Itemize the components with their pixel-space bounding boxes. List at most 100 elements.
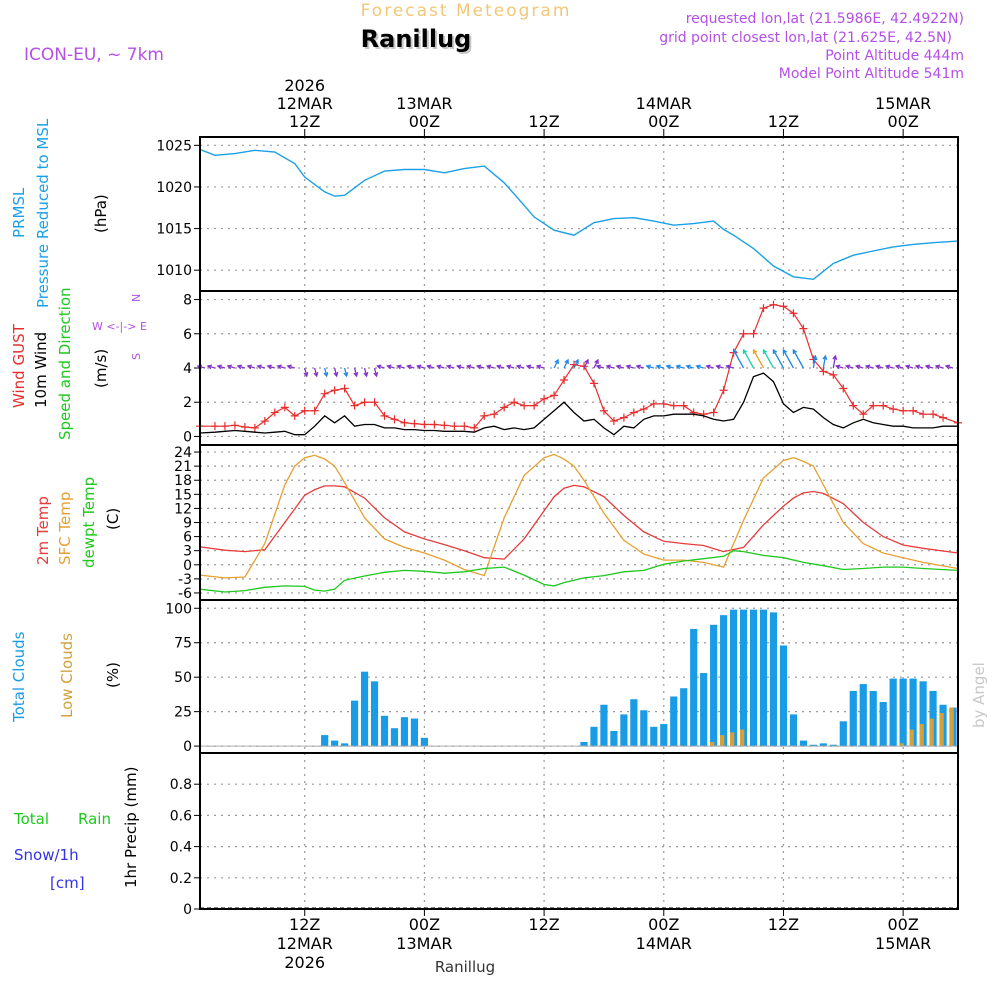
panel-wind: 0 2 4 6 8 <box>183 290 962 446</box>
wind-direction-arrow-head <box>286 364 292 370</box>
label-pressure-msl: Pressure Reduced to MSL <box>34 118 52 308</box>
label-speed-direction: Speed and Direction <box>56 287 74 440</box>
total-clouds-bar <box>869 690 877 747</box>
ytick-label-temperature-5: 9 <box>183 516 192 532</box>
wind-direction-arrow-head <box>256 364 262 370</box>
wind-direction-arrow-head <box>625 364 631 370</box>
gust-marker <box>390 415 399 424</box>
label-wind-gust: Wind GUST <box>10 323 28 408</box>
gust-marker <box>210 422 219 431</box>
wind-direction-arrow-head <box>782 348 788 355</box>
gust-marker <box>250 423 259 432</box>
total-clouds-bar <box>331 740 339 747</box>
total-clouds-bar <box>321 735 329 747</box>
total-clouds-bar <box>630 699 638 747</box>
low-clouds-bar <box>909 729 914 747</box>
total-clouds-bar <box>799 740 807 747</box>
ytick-label-temperature-6: 12 <box>174 501 192 517</box>
wind-direction-arrow-head <box>226 364 232 370</box>
ytick-label-clouds-4: 100 <box>165 601 192 617</box>
total-clouds-bar <box>680 688 688 747</box>
total-clouds-bar <box>640 710 648 747</box>
gust-marker <box>330 386 339 395</box>
wind-direction-arrow-head <box>924 364 931 370</box>
series-wind-line <box>199 372 958 436</box>
gust-marker <box>789 309 798 318</box>
credit-text: by Angel <box>970 662 988 728</box>
gust-marker <box>370 398 379 407</box>
total-clouds-bar <box>600 704 608 747</box>
gust-marker <box>240 423 249 432</box>
ytick-label-clouds-3: 75 <box>174 636 192 652</box>
series-dewpt-line <box>199 550 959 593</box>
low-clouds-bar <box>949 707 954 747</box>
total-clouds-bar <box>720 615 728 747</box>
gust-marker <box>749 329 758 338</box>
total-clouds-bar <box>849 690 857 747</box>
total-clouds-bar <box>859 684 867 747</box>
gust-marker <box>839 384 848 393</box>
wind-direction-arrow-head <box>455 364 462 370</box>
time-label-bottom: 12Z <box>289 915 320 934</box>
total-clouds-bar <box>730 609 738 747</box>
gust-marker <box>360 398 369 407</box>
gust-marker <box>869 401 878 410</box>
panel-frame-pressure <box>199 136 959 292</box>
requested-coords: requested lon,lat (21.5986E, 42.4922N) <box>686 11 964 27</box>
wind-direction-arrow-head <box>373 371 379 378</box>
ytick-label-wind-3: 6 <box>183 327 192 343</box>
wind-direction-arrow <box>343 367 348 377</box>
total-clouds-bar <box>879 702 887 747</box>
gust-marker <box>470 423 479 432</box>
time-label-top: 15MAR <box>875 94 931 113</box>
wind-direction-arrow-head <box>864 364 871 370</box>
total-clouds-bar <box>420 737 428 747</box>
wind-direction-arrow-head <box>465 364 472 370</box>
wind-direction-arrow-head <box>303 371 309 378</box>
gust-marker <box>430 420 439 429</box>
ytick-label-temperature-2: 0 <box>183 558 192 574</box>
ytick-label-wind-4: 8 <box>183 293 192 309</box>
ytick-label-wind-1: 2 <box>183 395 192 411</box>
gust-marker <box>270 408 279 417</box>
wind-direction-arrow <box>772 349 785 369</box>
wind-direction-arrow-head <box>515 364 522 370</box>
wind-direction-arrow-head <box>535 364 542 370</box>
wind-direction-arrow-head <box>426 364 432 370</box>
label-ms: (m/s) <box>92 349 110 388</box>
panel-frame-precipitation <box>199 752 959 910</box>
total-clouds-bar <box>650 726 658 747</box>
wind-direction-arrow-head <box>525 364 532 370</box>
wind-direction-arrow <box>593 359 599 369</box>
wind-direction-arrow-head <box>822 354 828 360</box>
time-label-top: 12Z <box>289 112 320 131</box>
gust-marker <box>340 384 349 393</box>
label-precip-unit: 1hr Precip (mm) <box>122 767 140 888</box>
wind-direction-arrow-head <box>353 371 359 378</box>
label-low-clouds: Low Clouds <box>58 633 76 718</box>
gust-marker <box>779 302 788 311</box>
ytick-label-temperature-8: 18 <box>174 473 192 489</box>
low-clouds-bar <box>720 735 725 747</box>
wind-direction-arrow-head <box>762 348 768 355</box>
low-clouds-bar <box>710 741 715 747</box>
total-clouds-bar <box>690 628 698 747</box>
wind-direction-arrow-head <box>236 364 242 370</box>
total-clouds-bar <box>390 728 399 747</box>
ytick-label-temperature-3: 3 <box>183 544 192 560</box>
wind-direction-arrow <box>792 349 804 369</box>
gust-marker <box>520 401 529 410</box>
total-clouds-bar <box>660 724 668 747</box>
total-clouds-bar <box>789 714 798 747</box>
wind-direction-arrow <box>334 367 338 377</box>
total-clouds-bar <box>341 743 349 747</box>
wind-direction-arrow-head <box>655 364 661 370</box>
series-gust-line <box>200 304 959 429</box>
ytick-label-temperature-4: 6 <box>183 530 192 546</box>
gust-marker <box>769 300 778 309</box>
wind-direction-arrow-head <box>594 358 599 365</box>
wind-direction-arrow-head <box>832 354 838 360</box>
point-altitude: Point Altitude 444m <box>825 48 964 64</box>
wind-direction-arrow <box>742 349 755 369</box>
